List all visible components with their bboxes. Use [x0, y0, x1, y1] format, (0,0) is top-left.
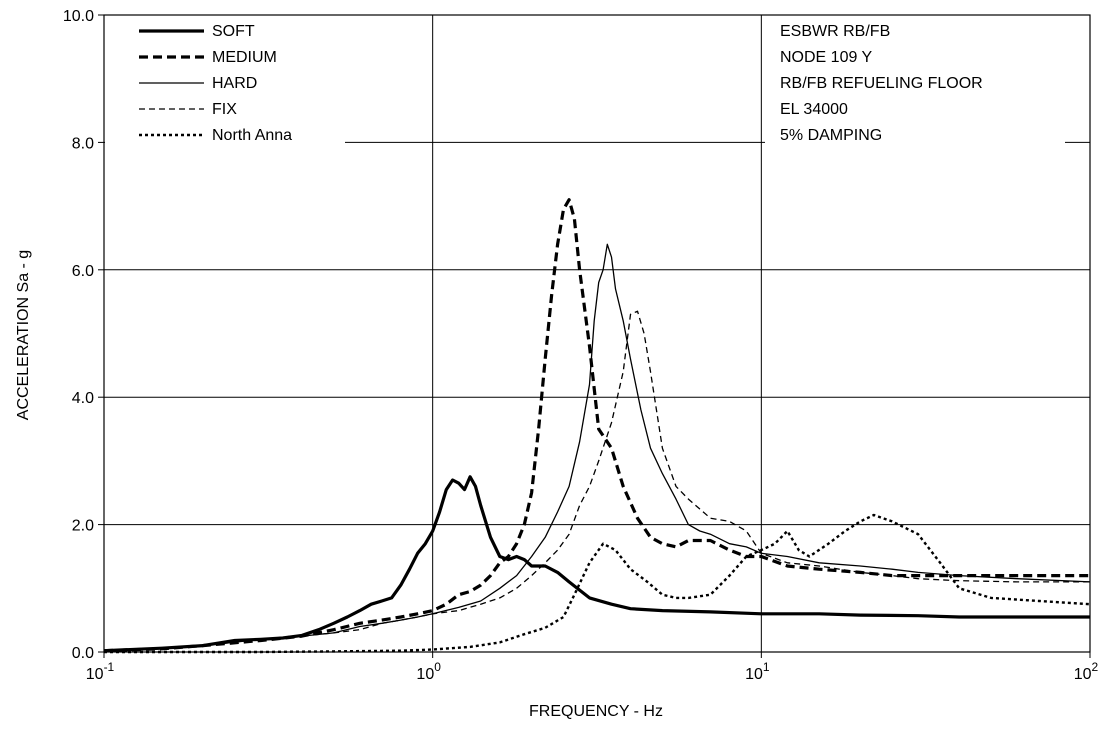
y-tick-label: 4.0: [72, 390, 94, 407]
legend-panel: [105, 16, 345, 166]
series-line-hard: [103, 243, 1091, 652]
annotation-line: NODE 109 Y: [780, 49, 873, 66]
x-axis-title: FREQUENCY - Hz: [529, 703, 663, 720]
legend: SOFT MEDIUM HARD FIX North Anna: [105, 16, 345, 166]
legend-label: North Anna: [212, 127, 292, 144]
x-axis-ticks: 10-1 100 101 102: [86, 652, 1099, 683]
annotation-line: RB/FB REFUELING FLOOR: [780, 75, 983, 92]
annotation-block: ESBWR RB/FB NODE 109 Y RB/FB REFUELING FLO…: [765, 16, 1065, 166]
legend-label: MEDIUM: [212, 49, 277, 66]
plot-frame: [103, 14, 1091, 653]
y-axis-title: ACCELERATION Sa - g: [15, 250, 32, 420]
legend-label: FIX: [212, 101, 237, 118]
x-tick-label: 102: [1074, 660, 1099, 683]
annotation-line: EL 34000: [780, 101, 848, 118]
x-tick-label: 100: [416, 660, 441, 683]
series-curves: [103, 198, 1091, 654]
x-tick-label: 101: [745, 660, 770, 683]
y-tick-label: 10.0: [63, 8, 94, 25]
y-tick-label: 8.0: [72, 135, 94, 152]
y-tick-label: 0.0: [72, 645, 94, 662]
annotation-line: ESBWR RB/FB: [780, 23, 890, 40]
x-tick-label: 10-1: [86, 660, 115, 683]
y-tick-label: 2.0: [72, 518, 94, 535]
series-line-fix: [103, 310, 1090, 652]
plot-border: [103, 14, 1091, 653]
annotation-panel: [765, 16, 1065, 166]
annotation-line: 5% DAMPING: [780, 127, 882, 144]
legend-label: HARD: [212, 75, 257, 92]
series-line-north-anna: [104, 513, 1091, 654]
legend-label: SOFT: [212, 23, 255, 40]
y-tick-label: 6.0: [72, 263, 94, 280]
series-line-medium: [103, 198, 1090, 653]
y-axis-ticks: 0.0 2.0 4.0 6.0 8.0 10.0: [63, 8, 104, 662]
series-line-soft: [103, 475, 1090, 653]
